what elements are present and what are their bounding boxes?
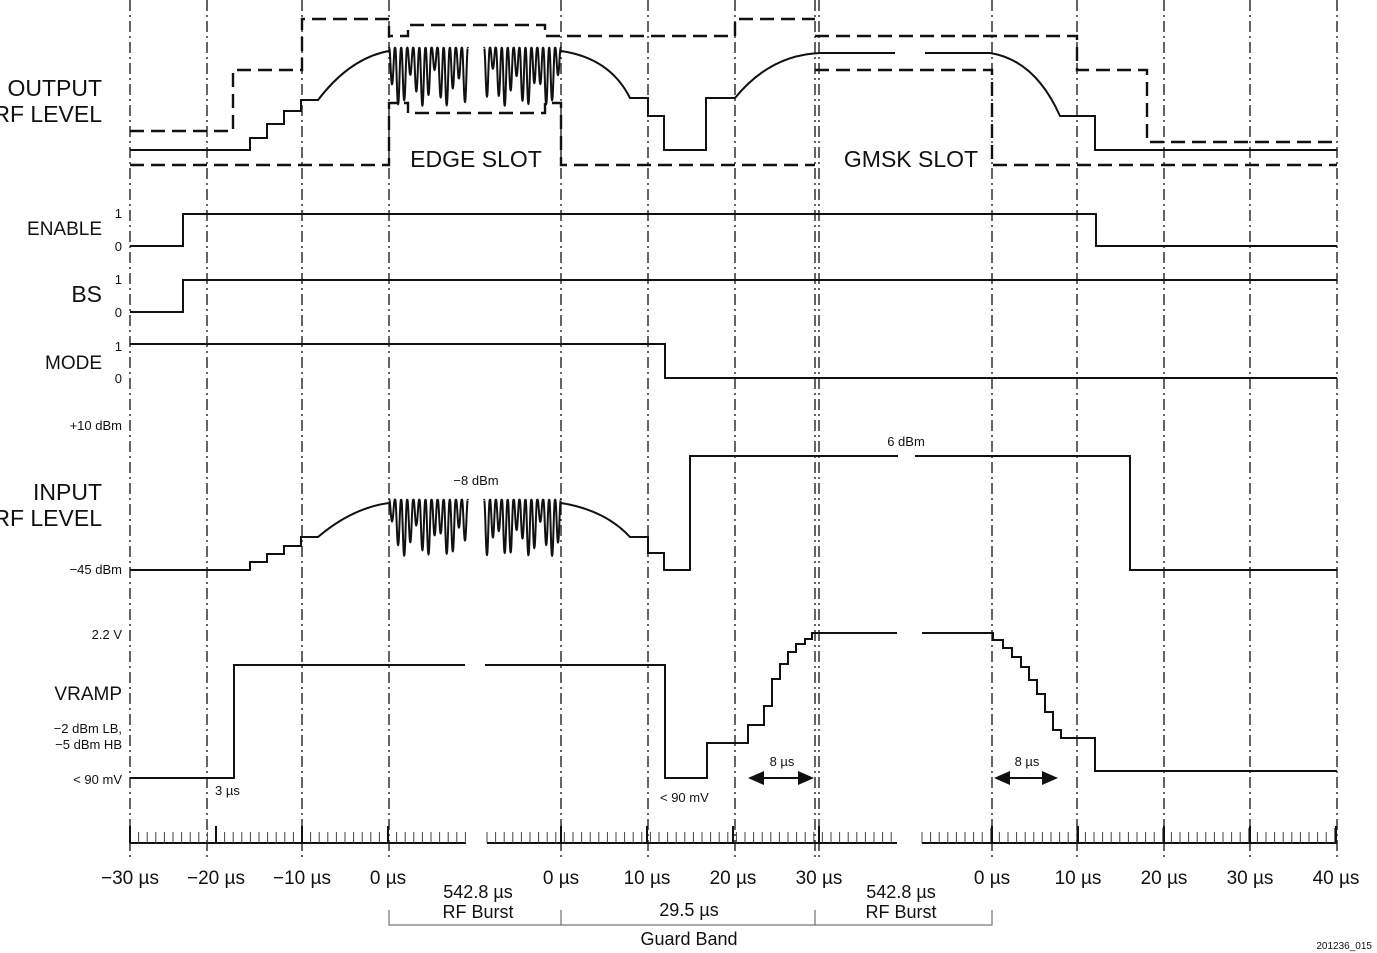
gmsk-input-level-note: 6 dBm [887,434,925,449]
vramp-gmsk-part [922,632,1337,772]
edge-burst-name: RF Burst [442,902,513,922]
tick-label: −30 µs [101,868,159,889]
output-rf-edge-envelope [130,50,390,151]
vramp-trace [130,632,1337,779]
tick-label: 0 µs [543,868,579,889]
guard-low-note: < 90 mV [660,790,709,805]
tick-label: 30 µs [796,868,843,889]
axis-ticks [129,826,1337,843]
output-rf-masks [130,17,1337,167]
enable-delay-note: 3 µs [215,783,240,798]
ramp-down-arrow: 8 µs [994,754,1058,785]
ramp-up-arrow: 8 µs [748,754,814,785]
input-top-level: +10 dBm [70,418,122,433]
bs-trace [130,279,1337,313]
bs-label: BS [71,281,102,307]
gmsk-upper-mask [815,34,1337,144]
ramp-up-time-label: 8 µs [770,754,795,769]
signal-labels: OUTPUT RF LEVEL ENABLE BS MODE INPUT RF … [0,75,122,705]
vramp-mid-level-line2: −5 dBm HB [55,737,122,752]
tick-label: −20 µs [187,868,245,889]
gmsk-burst-name: RF Burst [865,902,936,922]
output-rf-trace [130,46,1337,151]
tick-label: 0 µs [974,868,1010,889]
mode-high-level: 1 [115,339,122,354]
output-rf-edge-modulation-a [388,46,469,107]
edge-upper-mask [130,17,815,133]
level-labels: +10 dBm −45 dBm 2.2 V −2 dBm LB, −5 dBm … [54,418,123,787]
edge-slot-label: EDGE SLOT [410,146,542,172]
enable-label: ENABLE [27,219,102,240]
mode-label: MODE [45,353,102,374]
input-rf-edge-tail [560,455,898,571]
output-rf-label-line2: RF LEVEL [0,101,102,127]
input-bottom-level: −45 dBm [70,562,122,577]
time-axis: −30 µs −20 µs −10 µs 0 µs 0 µs 10 µs 20 … [101,826,1359,889]
tick-label: 30 µs [1227,868,1274,889]
input-rf-label-line1: INPUT [33,479,102,505]
mode-low-level: 0 [115,371,122,386]
tick-label: 0 µs [370,868,406,889]
vramp-guard-part [485,632,897,779]
vramp-high-level: 2.2 V [92,627,123,642]
input-rf-edge-modulation-a [388,498,469,557]
guard-name: Guard Band [640,929,737,949]
input-rf-trace [130,455,1337,571]
vramp-edge-part [130,664,465,779]
vramp-low-level: < 90 mV [73,772,122,787]
output-rf-edge-tail [560,50,895,151]
output-rf-label-line1: OUTPUT [7,75,102,101]
gmsk-slot-label: GMSK SLOT [844,146,978,172]
guard-duration: 29.5 µs [659,900,718,920]
bs-high-level: 1 [115,272,122,287]
logic-level-labels: 1 0 1 0 1 0 [115,206,122,386]
gmsk-lower-mask [815,68,1337,167]
input-rf-edge-envelope [130,502,390,571]
tick-label: −10 µs [273,868,331,889]
vramp-mid-level-line1: −2 dBm LB, [54,721,122,736]
vramp-label: VRAMP [54,684,122,705]
tick-label: 10 µs [1055,868,1102,889]
input-rf-label-line2: RF LEVEL [0,505,102,531]
enable-trace [130,213,1337,247]
bs-low-level: 0 [115,305,122,320]
ramp-down-time-label: 8 µs [1015,754,1040,769]
tick-label: 10 µs [624,868,671,889]
output-rf-edge-modulation-b [483,46,562,107]
gmsk-burst-duration: 542.8 µs [866,882,935,902]
output-rf-gmsk-envelope [925,52,1337,151]
gmsk-burst-bracket [814,910,993,926]
enable-high-level: 1 [115,206,122,221]
tick-label: 20 µs [710,868,757,889]
span-brackets: 542.8 µs RF Burst 29.5 µs Guard Band 542… [388,882,993,949]
figure-id: 201236_015 [1316,941,1372,952]
tick-label: 20 µs [1141,868,1188,889]
tick-label: 40 µs [1313,868,1360,889]
edge-burst-duration: 542.8 µs [443,882,512,902]
edge-input-level-note: −8 dBm [453,473,498,488]
axis-labels: −30 µs −20 µs −10 µs 0 µs 0 µs 10 µs 20 … [101,868,1359,889]
input-rf-edge-modulation-b [483,498,562,558]
time-reference-lines [129,0,1338,858]
enable-low-level: 0 [115,239,122,254]
input-rf-gmsk [915,455,1337,571]
mode-trace [130,343,1337,379]
